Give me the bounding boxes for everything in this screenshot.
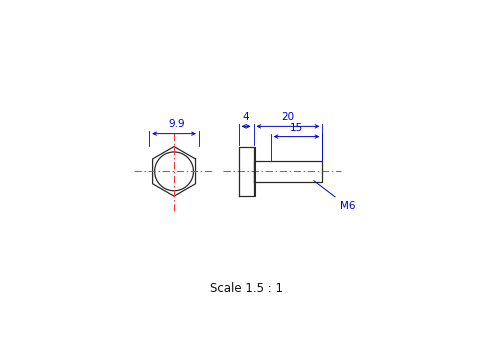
Text: 20: 20 [282,112,294,122]
Text: Scale 1.5 : 1: Scale 1.5 : 1 [210,282,284,295]
Text: 15: 15 [290,123,303,133]
Text: 4: 4 [243,112,250,122]
Text: 9.9: 9.9 [168,119,185,129]
Text: M6: M6 [314,181,356,211]
